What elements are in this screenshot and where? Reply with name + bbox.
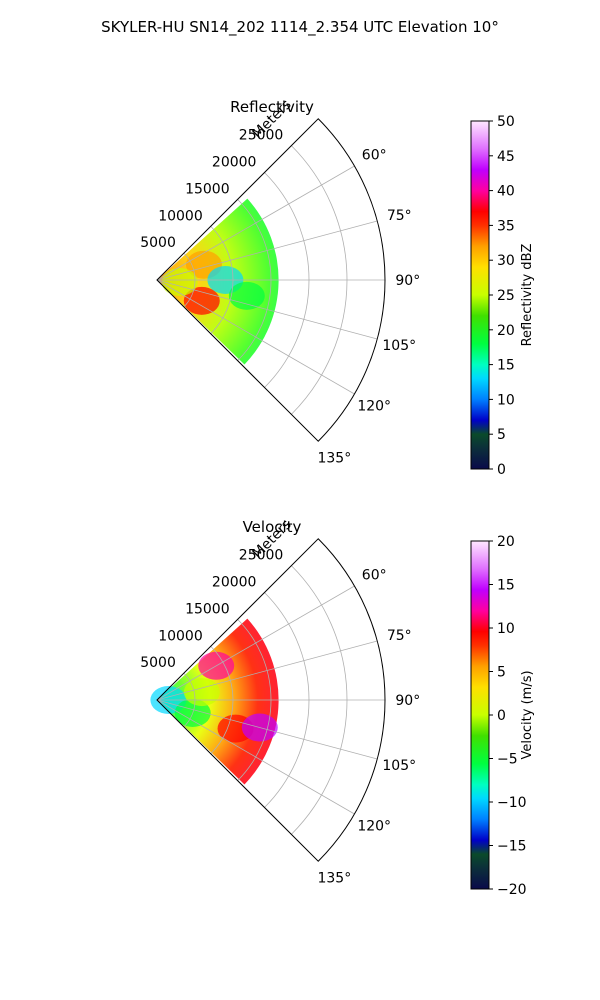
r-tick-label: 5000	[140, 655, 176, 671]
r-tick-label: 10000	[158, 208, 203, 224]
panel-title: Velocity	[243, 518, 302, 536]
theta-tick-label: 90°	[395, 273, 420, 289]
colorbar-tick-label: 15	[497, 358, 515, 374]
theta-tick-label: 60°	[362, 148, 387, 164]
data-region	[228, 281, 265, 310]
colorbar-tick-label: 50	[497, 114, 515, 130]
colorbar-tick-label: 20	[497, 534, 515, 550]
colorbar-tick-label: 0	[497, 708, 506, 724]
azimuth-spoke	[156, 699, 378, 760]
panel-velocity: 500010000150002000025000Meters60°75°90°1…	[140, 517, 535, 898]
colorbar-tick-label: 0	[497, 462, 506, 478]
theta-tick-label: 60°	[362, 568, 387, 584]
r-tick-label: 5000	[140, 235, 176, 251]
colorbar-label: Reflectivity dBZ	[520, 244, 535, 347]
theta-tick-label: 135°	[317, 450, 351, 466]
panel-reflectivity: 500010000150002000025000Meters60°75°90°1…	[140, 97, 535, 478]
azimuth-spoke	[156, 279, 355, 395]
theta-tick-label: 120°	[357, 398, 391, 414]
colorbar-tick-label: 35	[497, 218, 515, 234]
colorbar-scale	[470, 120, 490, 470]
colorbar-tick-label: −10	[497, 795, 527, 811]
colorbar-tick-label: 25	[497, 288, 515, 304]
colorbar-tick-label: 10	[497, 621, 515, 637]
azimuth-spoke	[156, 585, 355, 701]
colorbar-scale	[470, 540, 490, 890]
azimuth-spoke	[156, 165, 355, 281]
r-tick-label: 15000	[185, 181, 230, 197]
colorbar-tick-label: 40	[497, 184, 515, 200]
colorbar-tick-label: 5	[497, 427, 506, 443]
data-field	[157, 618, 279, 785]
r-tick-label: 25000	[239, 548, 284, 564]
theta-tick-label: 75°	[387, 208, 412, 224]
colorbar-tick-label: −20	[497, 882, 527, 898]
polar-frame	[156, 538, 386, 862]
azimuth-spoke	[156, 640, 378, 701]
azimuth-spoke	[156, 699, 355, 815]
r-tick-label: 15000	[185, 601, 230, 617]
azimuth-spoke	[156, 279, 378, 340]
r-tick-label: 25000	[239, 128, 284, 144]
azimuth-spoke	[156, 220, 378, 281]
data-region	[183, 678, 220, 707]
colorbar: 0 5 10 15 20 25 30 35 40 45 50 Reflectivity dBZ	[470, 114, 535, 478]
colorbar: −20 −15 −10 −5 0 5 10 15 20 Velocity (m/s)	[470, 534, 535, 898]
theta-tick-label: 90°	[395, 693, 420, 709]
colorbar-tick-label: −15	[497, 839, 527, 855]
polar-frame	[156, 118, 386, 442]
r-tick-label: 10000	[158, 628, 203, 644]
panel-title: Reflectivity	[230, 98, 314, 116]
theta-tick-label: 135°	[317, 870, 351, 886]
colorbar-tick-label: 20	[497, 323, 515, 339]
theta-tick-label: 120°	[357, 818, 391, 834]
colorbar-tick-label: 5	[497, 665, 506, 681]
colorbar-tick-label: 10	[497, 392, 515, 408]
theta-tick-label: 105°	[382, 758, 416, 774]
figure-title: SKYLER-HU SN14_202 1114_2.354 UTC Elevat…	[101, 18, 499, 37]
colorbar-tick-label: −5	[497, 752, 518, 768]
colorbar-label: Velocity (m/s)	[520, 670, 535, 759]
theta-tick-label: 105°	[382, 338, 416, 354]
theta-tick-label: 75°	[387, 628, 412, 644]
data-region	[161, 267, 198, 296]
r-tick-label: 20000	[212, 155, 257, 171]
colorbar-tick-label: 15	[497, 578, 515, 594]
colorbar-tick-label: 30	[497, 253, 515, 269]
colorbar-tick-label: 45	[497, 149, 515, 165]
r-tick-label: 20000	[212, 575, 257, 591]
